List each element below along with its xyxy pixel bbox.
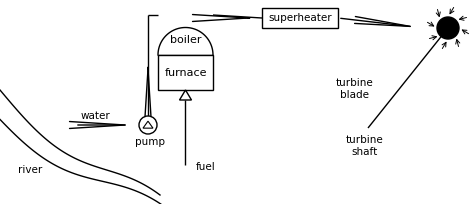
Text: turbine
blade: turbine blade	[336, 78, 374, 100]
Polygon shape	[143, 121, 153, 128]
Text: furnace: furnace	[164, 68, 207, 78]
Circle shape	[139, 116, 157, 134]
Text: fuel: fuel	[195, 162, 215, 172]
Text: water: water	[80, 111, 110, 121]
Bar	[158, 55, 213, 90]
Text: boiler: boiler	[170, 35, 201, 45]
Bar	[262, 8, 338, 28]
Text: pump: pump	[135, 137, 165, 147]
Circle shape	[437, 17, 459, 39]
Text: superheater: superheater	[268, 13, 332, 23]
Text: river: river	[18, 165, 42, 175]
Text: turbine
shaft: turbine shaft	[346, 135, 384, 157]
